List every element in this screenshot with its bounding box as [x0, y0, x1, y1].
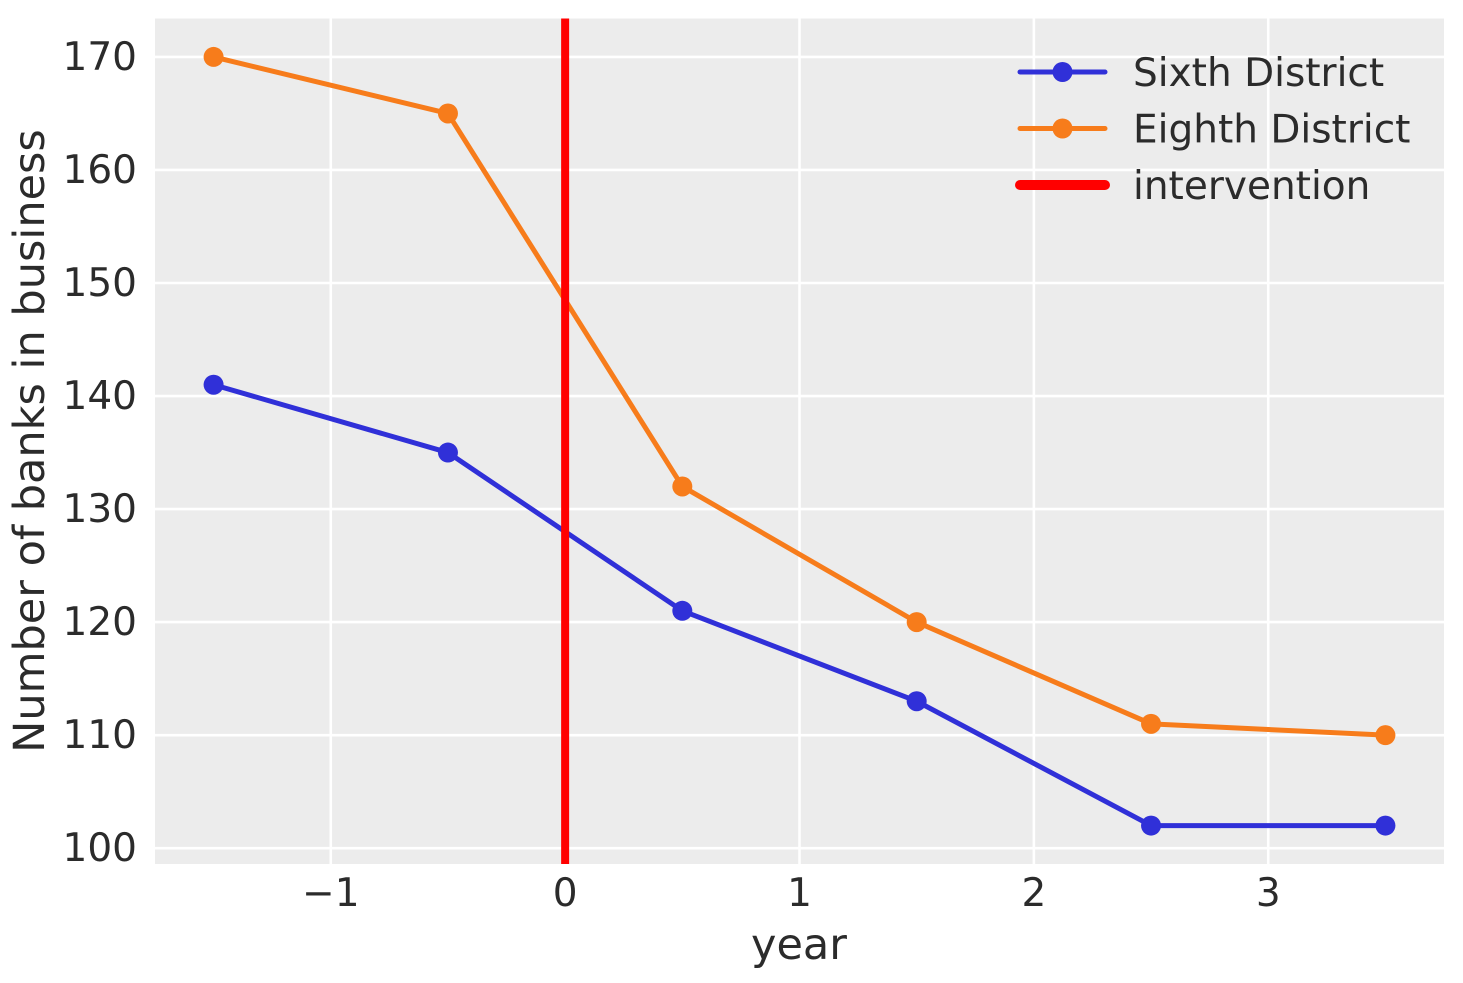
data-series [203, 46, 1396, 836]
x-tick-label: −1 [302, 871, 360, 916]
y-tick-label: 100 [63, 826, 137, 871]
series-line [211, 54, 1388, 738]
series-marker [203, 46, 224, 67]
y-tick-label: 170 [63, 35, 137, 80]
series-marker [437, 103, 458, 124]
y-tick-label: 110 [63, 713, 137, 758]
y-tick-label: 150 [63, 261, 137, 306]
series-line [211, 382, 1388, 829]
legend-swatch-marker [1052, 62, 1073, 82]
series-marker [906, 691, 927, 712]
series-marker [1375, 725, 1396, 746]
series-marker [203, 374, 224, 395]
series-marker [1375, 815, 1396, 836]
y-axis-tick-labels: 100 110 120 130 140 150 160 170 [63, 35, 137, 871]
legend: Sixth District Eighth District interventio… [1015, 51, 1410, 209]
series-marker [906, 612, 927, 633]
x-tick-label: 0 [553, 871, 578, 916]
legend-label: Eighth District [1133, 108, 1410, 153]
x-axis-tick-labels: −1 0 1 2 3 [302, 871, 1281, 916]
x-axis-label: year [751, 920, 847, 970]
series-marker [437, 442, 458, 463]
series-marker [672, 600, 693, 621]
x-tick-label: 3 [1256, 871, 1281, 916]
legend-label: intervention [1133, 164, 1370, 209]
y-tick-label: 160 [63, 148, 137, 193]
y-tick-label: 140 [63, 374, 137, 419]
x-tick-label: 1 [787, 871, 812, 916]
x-tick-label: 2 [1021, 871, 1046, 916]
legend-swatch-marker [1052, 118, 1073, 139]
series-marker [1141, 815, 1162, 836]
series-marker [672, 476, 693, 497]
y-tick-label: 130 [63, 487, 137, 532]
legend-label: Sixth District [1133, 51, 1384, 96]
y-axis-label: Number of banks in business [5, 129, 55, 753]
series-marker [1141, 713, 1162, 734]
y-tick-label: 120 [63, 600, 137, 645]
